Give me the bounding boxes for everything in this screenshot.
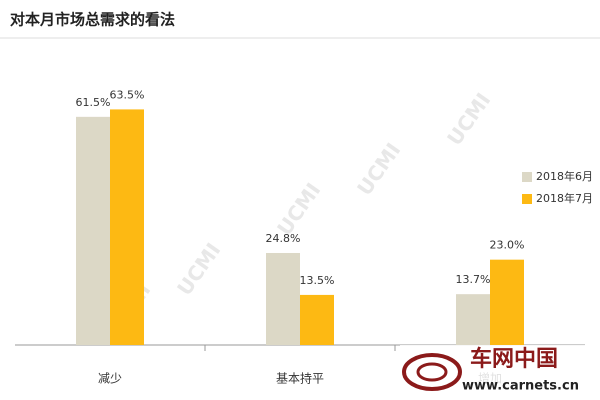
bar xyxy=(300,294,334,345)
logo-url: www.carnets.cn xyxy=(462,379,579,394)
x-tick-label: 减少 xyxy=(98,372,122,386)
x-tick-label: 基本持平 xyxy=(276,371,324,386)
bar xyxy=(76,116,110,346)
value-label: 24.8% xyxy=(266,232,301,245)
value-label: 13.7% xyxy=(456,273,491,286)
logo-icon xyxy=(416,362,448,382)
watermark: UCMI xyxy=(172,238,225,299)
watermark: UCMI xyxy=(442,88,495,149)
value-label: 61.5% xyxy=(76,96,111,109)
legend-swatch xyxy=(522,194,532,204)
bar xyxy=(266,252,300,345)
watermark: UCMI xyxy=(352,138,405,199)
chart-title: 对本月市场总需求的看法 xyxy=(10,11,175,29)
watermark: UCMI xyxy=(272,178,325,239)
legend-label: 2018年6月 xyxy=(536,169,593,183)
value-label: 23.0% xyxy=(490,239,525,252)
legend-label: 2018年7月 xyxy=(536,191,593,205)
bar xyxy=(456,294,490,345)
legend-swatch xyxy=(522,172,532,182)
value-label: 63.5% xyxy=(110,88,145,101)
logo-name: 车网中国 xyxy=(470,346,558,372)
logo-icon xyxy=(402,353,462,391)
bar xyxy=(110,109,144,345)
value-label: 13.5% xyxy=(300,274,335,287)
bar xyxy=(490,259,524,345)
